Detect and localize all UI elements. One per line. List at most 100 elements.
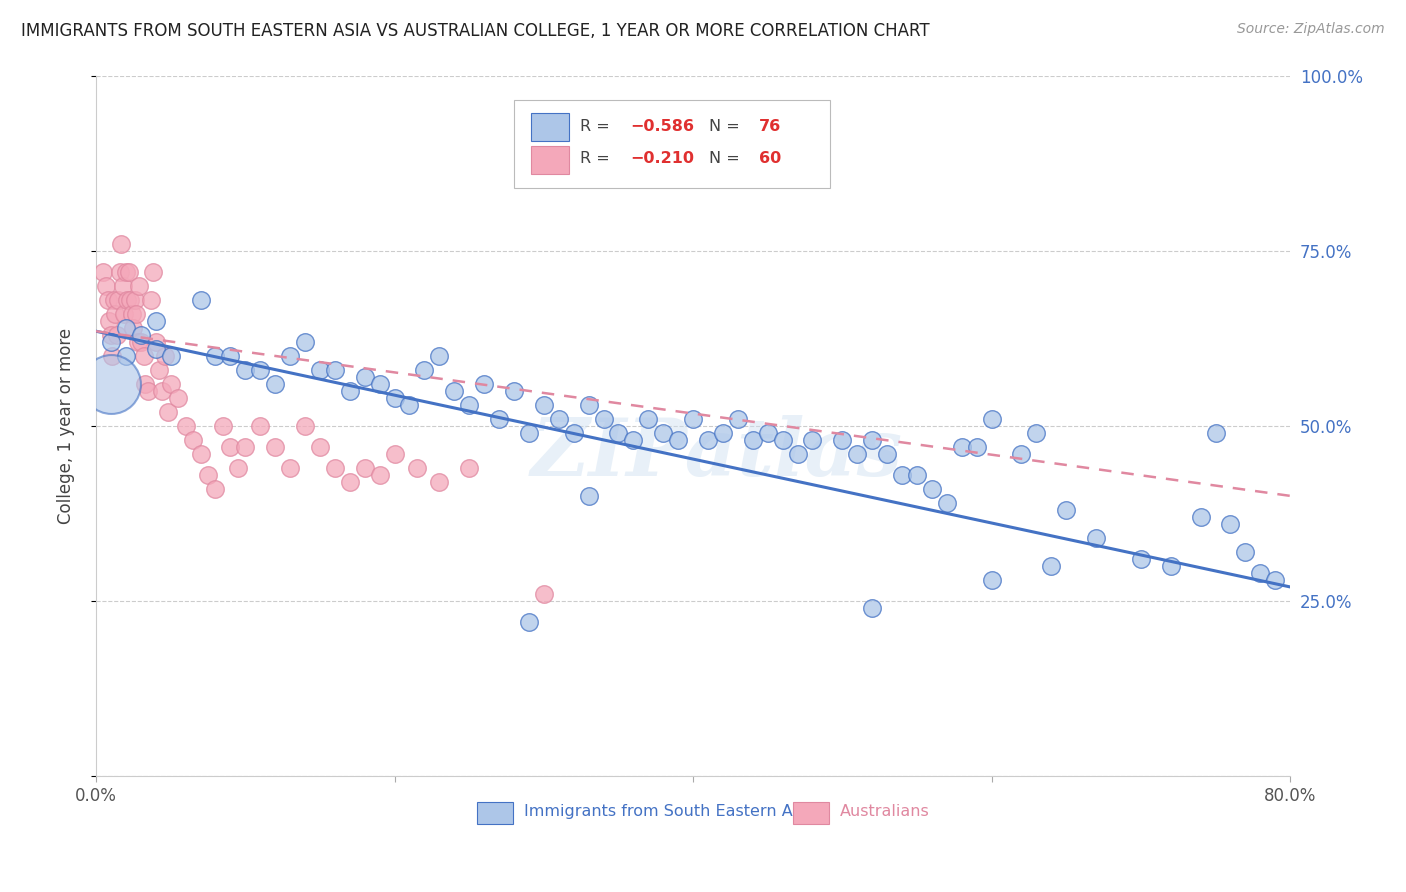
Text: Immigrants from South Eastern Asia: Immigrants from South Eastern Asia xyxy=(523,804,815,819)
Point xyxy=(204,349,226,363)
Point xyxy=(294,418,316,433)
Point xyxy=(727,412,749,426)
Point xyxy=(134,376,156,391)
Point xyxy=(121,307,143,321)
Point xyxy=(141,293,163,307)
Point xyxy=(96,278,118,293)
Point xyxy=(145,334,167,349)
Text: 76: 76 xyxy=(759,120,780,134)
Point xyxy=(294,334,316,349)
Point xyxy=(831,433,853,447)
Point xyxy=(150,384,173,398)
Point xyxy=(1189,509,1212,524)
Point xyxy=(190,447,212,461)
Point xyxy=(339,384,361,398)
Point xyxy=(174,418,197,433)
Point xyxy=(115,320,138,334)
Point xyxy=(233,440,256,454)
Point xyxy=(264,440,287,454)
Point xyxy=(741,433,763,447)
Point xyxy=(153,349,176,363)
FancyBboxPatch shape xyxy=(477,802,513,824)
Point xyxy=(323,363,346,377)
Point xyxy=(167,391,190,405)
Point xyxy=(117,293,139,307)
Point xyxy=(127,334,149,349)
Point xyxy=(860,433,883,447)
Point xyxy=(697,433,720,447)
Point xyxy=(125,307,148,321)
Point xyxy=(384,391,406,405)
Point xyxy=(592,412,614,426)
Point xyxy=(368,467,391,482)
Text: ZIPatlas: ZIPatlas xyxy=(531,415,903,492)
Point xyxy=(148,363,170,377)
Point xyxy=(472,376,495,391)
Text: 60: 60 xyxy=(759,152,780,167)
Point xyxy=(488,412,510,426)
Point xyxy=(142,265,165,279)
Point xyxy=(323,460,346,475)
Point xyxy=(503,384,526,398)
Point xyxy=(98,314,121,328)
Point xyxy=(517,425,540,440)
Point xyxy=(124,293,146,307)
Point xyxy=(1160,558,1182,573)
Point xyxy=(860,601,883,615)
Text: Australians: Australians xyxy=(839,804,929,819)
Point xyxy=(846,447,869,461)
Point xyxy=(443,384,465,398)
Point xyxy=(621,433,644,447)
Point xyxy=(1054,503,1077,517)
Point xyxy=(145,342,167,356)
Point xyxy=(801,433,824,447)
Point xyxy=(339,475,361,489)
Point xyxy=(100,334,122,349)
Point xyxy=(132,349,155,363)
Point xyxy=(368,376,391,391)
Point xyxy=(197,467,219,482)
Point xyxy=(562,425,585,440)
Point xyxy=(578,489,600,503)
Point xyxy=(1264,573,1286,587)
Point xyxy=(458,398,481,412)
Point xyxy=(353,369,375,384)
Point xyxy=(104,307,127,321)
Point xyxy=(533,398,555,412)
Point xyxy=(219,440,242,454)
Point xyxy=(413,363,436,377)
Text: N =: N = xyxy=(709,152,745,167)
Text: −0.586: −0.586 xyxy=(630,120,693,134)
Point xyxy=(1011,447,1033,461)
Point xyxy=(156,405,179,419)
Point xyxy=(517,615,540,629)
Point xyxy=(100,327,122,342)
Point xyxy=(112,307,135,321)
Point xyxy=(93,265,115,279)
Point xyxy=(309,363,332,377)
Point xyxy=(458,460,481,475)
Point xyxy=(97,293,120,307)
Point xyxy=(105,327,128,342)
Point xyxy=(1129,552,1152,566)
Point xyxy=(353,460,375,475)
Point xyxy=(108,265,131,279)
Point xyxy=(159,349,181,363)
Point xyxy=(190,293,212,307)
Point xyxy=(249,418,271,433)
Point xyxy=(233,363,256,377)
Text: N =: N = xyxy=(709,120,745,134)
Point xyxy=(905,467,928,482)
Point xyxy=(226,460,249,475)
Text: IMMIGRANTS FROM SOUTH EASTERN ASIA VS AUSTRALIAN COLLEGE, 1 YEAR OR MORE CORRELA: IMMIGRANTS FROM SOUTH EASTERN ASIA VS AU… xyxy=(21,22,929,40)
Point xyxy=(980,412,1002,426)
Point xyxy=(980,573,1002,587)
Point xyxy=(533,587,555,601)
Point xyxy=(772,433,794,447)
Point xyxy=(1085,531,1108,545)
Point xyxy=(921,482,943,496)
Point xyxy=(101,349,124,363)
Point xyxy=(219,349,242,363)
Point xyxy=(406,460,429,475)
Point xyxy=(637,412,659,426)
